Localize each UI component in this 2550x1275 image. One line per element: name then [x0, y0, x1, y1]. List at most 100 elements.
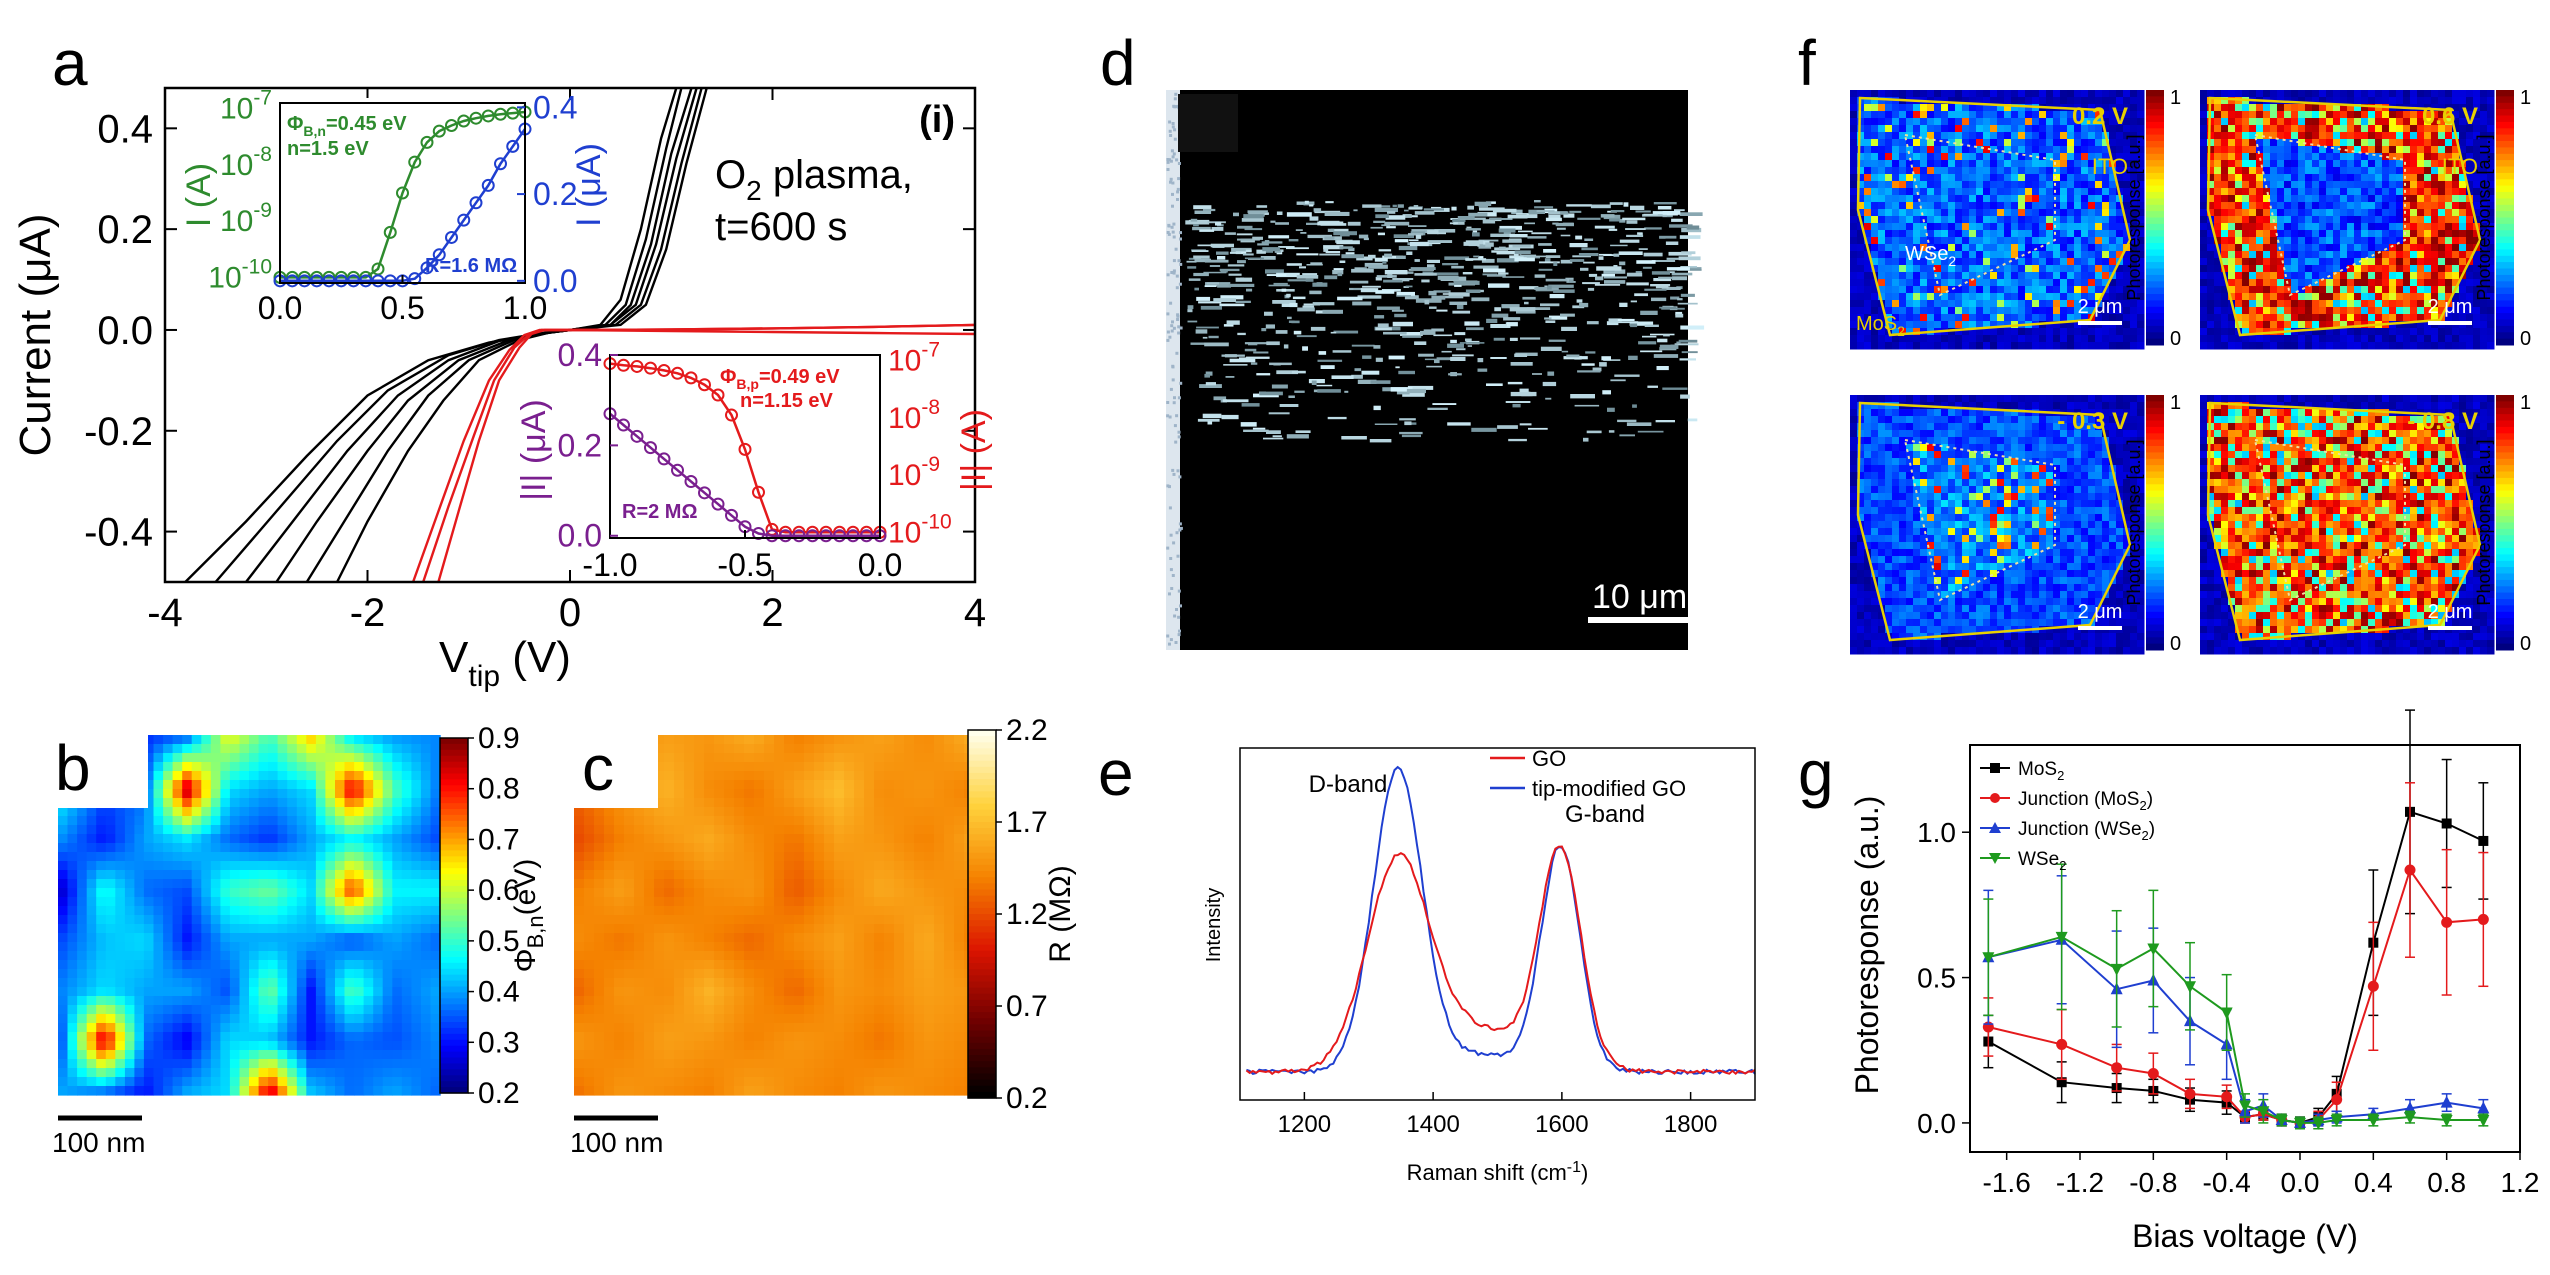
heatmap-cell	[724, 780, 735, 790]
heatmap-cell	[734, 915, 745, 925]
heatmap-cell	[674, 942, 685, 952]
heatmap-cell	[220, 888, 231, 898]
heatmap-cell	[430, 744, 441, 754]
colorbar-tick-label: 0.7	[1006, 990, 1048, 1023]
heatmap-cell	[684, 807, 695, 817]
texture-speck	[1252, 236, 1263, 240]
heatmap-cell	[914, 969, 925, 979]
heatmap-cell	[874, 1050, 885, 1060]
heatmap-cell	[934, 834, 945, 844]
heatmap-cell	[382, 789, 393, 799]
heatmap-cell	[734, 870, 745, 880]
heatmap-cell	[764, 852, 775, 862]
panel-b: b 0.90.80.70.60.50.40.30.2ΦB,n(eV) 100 n…	[0, 700, 548, 1158]
heatmap-cell	[744, 744, 755, 754]
heatmap-cell	[296, 906, 307, 916]
heatmap-cell	[854, 933, 865, 943]
heatmap-cell	[229, 807, 241, 817]
heatmap-cell	[924, 969, 935, 979]
edge-speck	[1179, 237, 1182, 241]
heatmap-cell	[754, 843, 765, 853]
colorbar-segment	[968, 809, 996, 817]
heatmap-cell	[143, 906, 155, 916]
heatmap-cell	[754, 834, 765, 844]
heatmap-cell	[884, 879, 895, 889]
heatmap-cell	[258, 807, 269, 817]
heatmap-cell	[315, 888, 327, 898]
heatmap-cell	[694, 924, 705, 934]
heatmap-cell	[344, 1086, 355, 1096]
heatmap-cell	[674, 951, 685, 961]
heatmap-cell	[864, 735, 875, 745]
edge-speck	[1176, 318, 1180, 321]
heatmap-cell	[344, 897, 355, 907]
texture-speck	[1231, 247, 1252, 252]
heatmap-cell	[335, 1050, 346, 1060]
map-pixel	[1976, 146, 1984, 154]
heatmap-cell	[824, 771, 835, 781]
texture-speck	[1560, 313, 1575, 317]
heatmap-cell	[401, 1077, 412, 1087]
heatmap-cell	[744, 996, 755, 1006]
heatmap-cell	[325, 789, 336, 799]
heatmap-cell	[884, 1068, 895, 1078]
heatmap-cell	[354, 924, 365, 934]
heatmap-cell	[344, 1023, 355, 1033]
texture-speck	[1347, 221, 1361, 226]
heatmap-cell	[354, 1077, 365, 1087]
heatmap-cell	[794, 906, 805, 916]
heatmap-cell	[934, 888, 945, 898]
heatmap-cell	[664, 798, 675, 808]
heatmap-cell	[954, 834, 965, 844]
heatmap-cell	[924, 771, 935, 781]
heatmap-cell	[411, 978, 422, 988]
heatmap-cell	[744, 753, 755, 763]
map-pixel	[1955, 97, 1963, 105]
heatmap-cell	[182, 744, 193, 754]
heatmap-cell	[430, 1086, 441, 1096]
inset-top-phi-text: ΦB,n=0.45 eV	[287, 113, 407, 139]
heatmap-cell	[684, 825, 695, 835]
texture-speck	[1275, 330, 1288, 334]
map-pixel	[1871, 90, 1879, 98]
heatmap-cell	[115, 870, 126, 880]
map-pixel	[2046, 132, 2054, 140]
heatmap-cell	[624, 843, 635, 853]
heatmap-cell	[306, 879, 317, 889]
heatmap-cell	[287, 906, 298, 916]
heatmap-cell	[67, 1059, 78, 1069]
heatmap-cell	[754, 915, 765, 925]
heatmap-cell	[924, 870, 935, 880]
heatmap-cell	[824, 825, 835, 835]
texture-speck	[1579, 302, 1589, 308]
texture-speck	[1574, 355, 1582, 360]
heatmap-cell	[644, 888, 655, 898]
heatmap-cell	[944, 1005, 955, 1015]
texture-speck	[1339, 246, 1353, 249]
heatmap-cell	[774, 915, 785, 925]
heatmap-cell	[784, 915, 795, 925]
heatmap-cell	[944, 780, 955, 790]
texture-speck	[1302, 346, 1308, 351]
heatmap-cell	[894, 933, 905, 943]
heatmap-cell	[704, 897, 715, 907]
heatmap-cell	[814, 996, 825, 1006]
heatmap-cell	[584, 924, 595, 934]
heatmap-cell	[354, 780, 365, 790]
heatmap-cell	[105, 1077, 116, 1087]
heatmap-cell	[754, 1023, 765, 1033]
heatmap-cell	[401, 753, 412, 763]
heatmap-cell	[784, 780, 795, 790]
map-pixel	[2018, 97, 2026, 105]
inset-top-green-marker	[445, 119, 458, 132]
heatmap-cell	[430, 915, 441, 925]
heatmap-cell	[674, 843, 685, 853]
heatmap-cell	[335, 996, 346, 1006]
panel-b-colorbar: 0.90.80.70.60.50.40.30.2ΦB,n(eV)	[439, 722, 548, 1110]
heatmap-cell	[884, 753, 895, 763]
heatmap-cell	[864, 843, 875, 853]
heatmap-cell	[904, 1023, 915, 1033]
heatmap-cell	[239, 1014, 250, 1024]
map-pixel	[1850, 118, 1858, 126]
heatmap-cell	[754, 744, 765, 754]
